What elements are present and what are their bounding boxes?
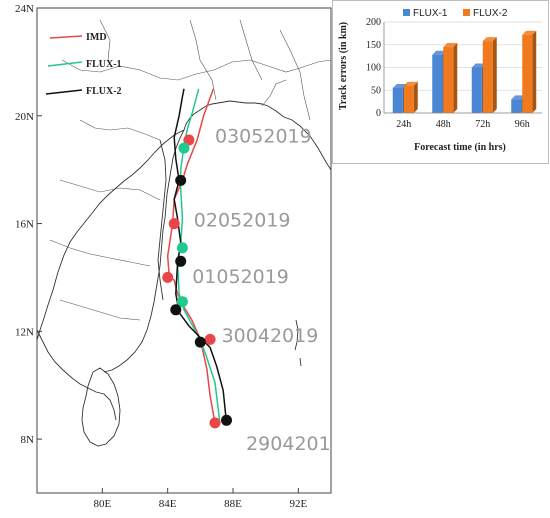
lon-tick-label: 92E — [289, 498, 307, 510]
legend-label-imd: IMD — [86, 32, 107, 43]
track-marker-flux-2 — [194, 336, 206, 348]
legend-swatch-flux2 — [45, 89, 83, 95]
lat-tick-label: 20N — [15, 111, 34, 123]
bar-legend-label-flux2: FLUX-2 — [473, 8, 508, 19]
track-marker-imd — [204, 333, 216, 345]
track-marker-imd — [183, 134, 195, 146]
track-marker-flux-1 — [178, 142, 190, 154]
lon-tick-label: 84E — [159, 498, 177, 510]
lat-tick-label: 12N — [15, 326, 34, 338]
bar-x-tick-label: 24h — [396, 119, 411, 130]
lon-tick-label: 80E — [93, 498, 111, 510]
bar-y-axis-label: Track errors (in km) — [338, 22, 349, 110]
bar-flux-2-72h — [482, 37, 497, 113]
track-markers — [162, 134, 232, 429]
track-marker-flux-2 — [221, 414, 232, 426]
lat-tick-label: 16N — [15, 219, 34, 231]
date-label: 02052019 — [194, 209, 291, 231]
bar-legend-swatch-flux1 — [403, 9, 410, 16]
legend-swatch-flux1 — [47, 61, 83, 67]
track-marker-flux-1 — [176, 242, 188, 254]
track-marker-flux-2 — [170, 304, 182, 316]
bar-y-tick-label: 150 — [366, 40, 381, 51]
track-line-flux-2 — [173, 88, 228, 423]
track-marker-imd — [209, 417, 221, 429]
legend-label-flux1: FLUX-1 — [86, 59, 122, 70]
date-label: 29042019 — [246, 433, 332, 455]
coastline — [36, 19, 332, 447]
date-label: 03052019 — [215, 126, 312, 148]
date-labels: 03052019 02052019 01052019 30042019 29042019 — [192, 126, 332, 455]
track-marker-imd — [162, 271, 174, 283]
bar-x-axis-label: Forecast time (in hrs) — [414, 142, 506, 153]
date-label: 01052019 — [192, 266, 289, 288]
lat-tick-label: 24N — [15, 3, 34, 15]
cyclone-track-map: 8N 12N 16N 20N 24N 80E 84E 88E 92E 03052019 02052… — [15, 3, 332, 510]
track-error-bar-chart: FLUX-1 FLUX-2 0 50 100 150 200 24h 48h 72h 96h T… — [332, 0, 549, 164]
bar-y-tick-label: 200 — [366, 17, 381, 28]
bar-x-tick-label: 72h — [475, 119, 490, 130]
date-label: 30042019 — [222, 325, 319, 347]
bar-y-tick-label: 100 — [366, 63, 381, 74]
lat-tick-label: 8N — [21, 434, 35, 446]
bar-flux-2-96h — [522, 30, 537, 114]
lon-tick-label: 88E — [224, 498, 242, 510]
track-marker-flux-2 — [175, 174, 187, 186]
bar-marks — [392, 30, 537, 114]
map-axis-ticks: 8N 12N 16N 20N 24N 80E 84E 88E 92E — [15, 3, 307, 510]
legend-swatch-imd — [49, 35, 83, 39]
bar-x-tick-label: 48h — [436, 119, 451, 130]
bar-flux-2-48h — [443, 43, 458, 113]
track-marker-flux-2 — [175, 255, 187, 267]
bar-x-tick-label: 96h — [515, 119, 530, 130]
map-legend: IMD FLUX-1 FLUX-2 — [45, 32, 122, 97]
bar-legend: FLUX-1 FLUX-2 — [403, 8, 508, 19]
bar-legend-label-flux1: FLUX-1 — [413, 8, 448, 19]
bar-axis: 0 50 100 150 200 24h 48h 72h 96h — [366, 17, 542, 130]
bar-y-tick-label: 0 — [376, 108, 381, 119]
legend-label-flux2: FLUX-2 — [86, 86, 122, 97]
bar-flux-2-24h — [403, 81, 418, 113]
bar-y-tick-label: 50 — [371, 85, 381, 96]
bar-legend-swatch-flux2 — [463, 9, 470, 16]
track-marker-imd — [168, 218, 180, 230]
track-marker-flux-1 — [176, 296, 188, 308]
